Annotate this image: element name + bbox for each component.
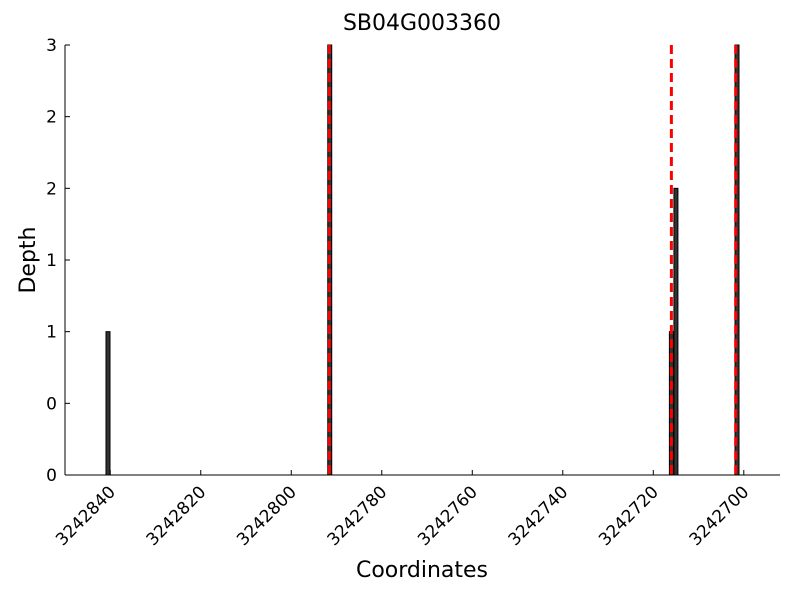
y-tick-label: 2 xyxy=(46,108,57,128)
y-axis-label: Depth xyxy=(16,226,41,293)
x-tick-label: 3242800 xyxy=(233,482,301,550)
x-tick-label: 3242780 xyxy=(324,482,392,550)
bar xyxy=(105,331,111,476)
y-tick-label: 1 xyxy=(46,251,57,271)
y-tick-label: 2 xyxy=(46,179,57,199)
x-tick-label: 3242760 xyxy=(414,482,482,550)
bar xyxy=(673,187,679,476)
y-tick-label: 3 xyxy=(46,36,57,56)
x-tick-label: 3242740 xyxy=(505,482,573,550)
y-tick-label: 0 xyxy=(46,466,57,486)
y-tick-label: 1 xyxy=(46,323,57,343)
x-tick-label: 3242720 xyxy=(595,482,663,550)
x-tick-label: 3242820 xyxy=(143,482,211,550)
y-tick-label: 0 xyxy=(46,394,57,414)
x-tick-label: 3242700 xyxy=(686,482,754,550)
x-axis-label: Coordinates xyxy=(356,558,488,583)
x-tick-label: 3242840 xyxy=(52,482,120,550)
chart-title: SB04G003360 xyxy=(343,11,501,36)
